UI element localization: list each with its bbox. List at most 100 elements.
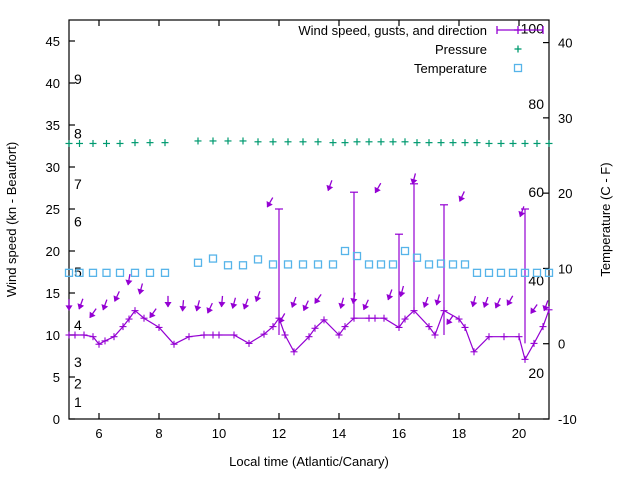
- wind-direction-arrowhead: [242, 303, 250, 310]
- fahrenheit-label: 100: [521, 20, 545, 36]
- beaufort-label: 1: [74, 394, 82, 410]
- y2-tick-label: 10: [558, 261, 572, 276]
- wind-direction-arrowhead: [113, 295, 120, 302]
- wind-direction-arrowhead: [506, 299, 513, 306]
- wind-direction-arrowhead: [230, 302, 238, 309]
- y2-tick-label: 40: [558, 36, 572, 51]
- wind-direction-arrowhead: [218, 301, 226, 308]
- wind-direction-arrowhead: [206, 307, 213, 314]
- y-tick-label: 45: [46, 34, 60, 49]
- beaufort-label: 2: [74, 376, 82, 392]
- wind-direction-arrowhead: [137, 288, 145, 295]
- x-tick-label: 10: [212, 426, 226, 441]
- temperature-marker: [400, 246, 410, 256]
- y-tick-label: 15: [46, 286, 60, 301]
- temperature-marker: [88, 268, 98, 277]
- legend-label: Temperature: [414, 61, 487, 76]
- wind-direction-arrowhead: [149, 311, 156, 319]
- temperature-marker: [472, 268, 482, 277]
- wind-direction-arrowhead: [494, 302, 501, 309]
- temperature-marker: [532, 268, 542, 277]
- x-tick-label: 6: [95, 426, 102, 441]
- y2-tick-label: 20: [558, 186, 572, 201]
- temperature-marker: [508, 268, 518, 277]
- x-axis-title: Local time (Atlantic/Canary): [229, 454, 389, 469]
- temperature-marker: [436, 259, 446, 268]
- y-tick-label: 20: [46, 244, 60, 259]
- temperature-marker: [340, 246, 350, 256]
- y-tick-label: 35: [46, 118, 60, 133]
- wind-direction-arrowhead: [89, 311, 96, 319]
- temperature-marker: [268, 260, 278, 269]
- temperature-marker: [364, 260, 374, 269]
- y-tick-label: 0: [53, 412, 60, 427]
- wind-direction-arrowhead: [470, 301, 478, 308]
- fahrenheit-label: 80: [528, 96, 544, 112]
- wind-direction-arrowhead: [101, 304, 109, 311]
- temperature-marker: [376, 260, 386, 269]
- x-tick-label: 20: [512, 426, 526, 441]
- temperature-marker: [102, 268, 111, 277]
- wind-direction-arrowhead: [482, 301, 490, 308]
- temperature-marker: [298, 260, 308, 269]
- temperature-marker: [283, 260, 293, 269]
- wind-direction-arrowhead: [362, 303, 369, 311]
- temperature-marker: [352, 251, 362, 261]
- wind-direction-arrowhead: [326, 184, 334, 192]
- wind-direction-arrowhead: [434, 299, 442, 306]
- wind-direction-arrowhead: [254, 295, 262, 303]
- wind-direction-arrowhead: [179, 305, 187, 312]
- wind-direction-arrowhead: [65, 305, 73, 311]
- temperature-marker: [223, 261, 233, 270]
- plot-border: [68, 19, 550, 420]
- y-tick-label: 5: [53, 370, 60, 385]
- wind-direction-arrowhead: [290, 301, 298, 308]
- temperature-marker: [130, 268, 140, 277]
- wind-direction-arrowhead: [125, 279, 133, 286]
- fahrenheit-label: 40: [528, 272, 544, 288]
- beaufort-label: 7: [74, 176, 82, 192]
- x-tick-label: 8: [155, 426, 162, 441]
- temperature-marker: [460, 260, 470, 269]
- x-tick-label: 12: [272, 426, 286, 441]
- wind-direction-arrowhead: [410, 178, 418, 185]
- temperature-marker: [145, 268, 155, 277]
- temperature-marker: [193, 258, 203, 267]
- y-tick-label: 10: [46, 328, 60, 343]
- x-tick-label: 16: [392, 426, 406, 441]
- temperature-marker: [75, 268, 84, 277]
- wind-direction-arrowhead: [374, 186, 381, 194]
- temperature-marker: [484, 268, 494, 277]
- beaufort-label: 5: [74, 264, 82, 280]
- wind-direction-arrowhead: [314, 297, 321, 304]
- temperature-marker: [388, 260, 398, 269]
- legend-label: Pressure: [435, 42, 487, 57]
- y-axis-title: Wind speed (kn - Beaufort): [4, 142, 19, 297]
- beaufort-label: 8: [74, 125, 82, 141]
- wind-direction-arrowhead: [278, 316, 285, 324]
- wind-direction-arrowhead: [386, 294, 394, 301]
- temperature-marker: [544, 268, 554, 277]
- temperature-marker: [313, 260, 323, 269]
- temperature-marker: [253, 255, 263, 264]
- wind-direction-arrowhead: [542, 304, 550, 312]
- wind-direction-arrowhead: [266, 201, 273, 208]
- legend-sample-square: [513, 63, 523, 73]
- temperature-marker: [520, 268, 530, 277]
- temperature-marker: [64, 268, 74, 277]
- beaufort-label: 6: [74, 214, 82, 230]
- wind-direction-arrowhead: [77, 303, 85, 310]
- wind-direction-arrowhead: [530, 307, 537, 314]
- fahrenheit-label: 60: [528, 184, 544, 200]
- y2-axis-title: Temperature (C - F): [598, 162, 613, 276]
- beaufort-label: 4: [74, 317, 82, 333]
- y2-tick-label: -10: [558, 412, 577, 427]
- beaufort-label: 9: [74, 71, 82, 87]
- beaufort-label: 3: [74, 354, 82, 370]
- fahrenheit-label: 20: [528, 365, 544, 381]
- temperature-marker: [328, 260, 338, 269]
- x-tick-label: 18: [452, 426, 466, 441]
- y-tick-label: 40: [46, 76, 60, 91]
